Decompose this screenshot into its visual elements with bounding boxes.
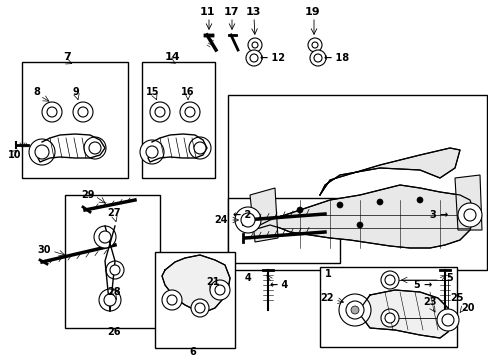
Text: 14: 14 [164,52,180,62]
Text: ← 12: ← 12 [260,53,285,63]
Circle shape [311,42,317,48]
Text: 25: 25 [449,293,463,303]
Circle shape [251,42,258,48]
Circle shape [99,231,111,243]
Text: 16: 16 [181,87,194,97]
Circle shape [350,306,358,314]
Text: 17: 17 [223,7,238,17]
Circle shape [89,142,101,154]
Text: 6: 6 [189,347,196,357]
Circle shape [47,107,57,117]
Bar [65,195,160,328]
Bar [227,198,339,263]
Circle shape [180,102,200,122]
Polygon shape [162,255,229,312]
Text: 27: 27 [107,208,121,218]
Text: 29: 29 [81,190,95,200]
Bar [22,62,128,178]
Text: 11: 11 [199,7,214,17]
Circle shape [104,294,116,306]
Circle shape [73,102,93,122]
Circle shape [42,102,62,122]
Text: 19: 19 [305,7,320,17]
Circle shape [336,202,342,208]
Circle shape [189,137,210,159]
Circle shape [309,50,325,66]
Text: ← 18: ← 18 [324,53,348,63]
Circle shape [146,146,158,158]
Circle shape [235,207,261,233]
Circle shape [416,197,422,203]
Text: 23: 23 [423,297,436,307]
Text: 5: 5 [446,273,452,283]
Text: 7: 7 [63,52,71,62]
Circle shape [110,265,120,275]
Circle shape [457,203,481,227]
Circle shape [241,213,254,227]
Polygon shape [454,175,481,230]
Polygon shape [249,188,278,242]
Text: 24: 24 [214,215,227,225]
Circle shape [184,107,195,117]
Circle shape [245,50,262,66]
Circle shape [29,139,55,165]
Text: 13: 13 [245,7,260,17]
Text: 5 →: 5 → [413,280,431,290]
Circle shape [99,289,121,311]
Circle shape [441,314,453,326]
Bar [142,62,215,178]
Text: 30: 30 [37,245,51,255]
Text: 26: 26 [107,327,121,337]
Circle shape [195,303,204,313]
Circle shape [296,207,303,213]
Circle shape [215,285,224,295]
Polygon shape [357,290,451,338]
Circle shape [209,280,229,300]
Circle shape [376,199,382,205]
Text: 15: 15 [146,87,160,97]
Bar [227,95,486,270]
Text: 21: 21 [206,277,219,287]
Circle shape [463,209,475,221]
Circle shape [35,145,49,159]
Circle shape [167,295,177,305]
Circle shape [380,271,398,289]
Circle shape [384,313,394,323]
Circle shape [194,142,205,154]
Text: ← 4: ← 4 [269,280,287,290]
Bar [155,252,235,348]
Text: 1: 1 [324,269,331,279]
Text: 8: 8 [34,87,41,97]
Text: ← 2: ← 2 [232,210,251,220]
Text: 20: 20 [460,303,473,313]
Circle shape [140,140,163,164]
Circle shape [94,226,116,248]
Circle shape [380,309,398,327]
Circle shape [338,294,370,326]
Text: 10: 10 [8,150,21,160]
Text: 4: 4 [244,273,251,283]
Polygon shape [249,185,474,248]
Circle shape [346,301,363,319]
Text: 28: 28 [107,287,121,297]
Circle shape [356,222,362,228]
Polygon shape [319,148,459,195]
Circle shape [313,54,321,62]
Circle shape [307,38,321,52]
Circle shape [384,275,394,285]
Text: 9: 9 [73,87,79,97]
Bar [319,267,456,347]
Circle shape [249,54,258,62]
Text: 22: 22 [320,293,333,303]
Circle shape [106,261,124,279]
Circle shape [78,107,88,117]
Circle shape [247,38,262,52]
Circle shape [150,102,170,122]
Circle shape [162,290,182,310]
Circle shape [155,107,164,117]
Circle shape [84,137,106,159]
Circle shape [191,299,208,317]
Circle shape [436,309,458,331]
Text: 3 →: 3 → [429,210,447,220]
